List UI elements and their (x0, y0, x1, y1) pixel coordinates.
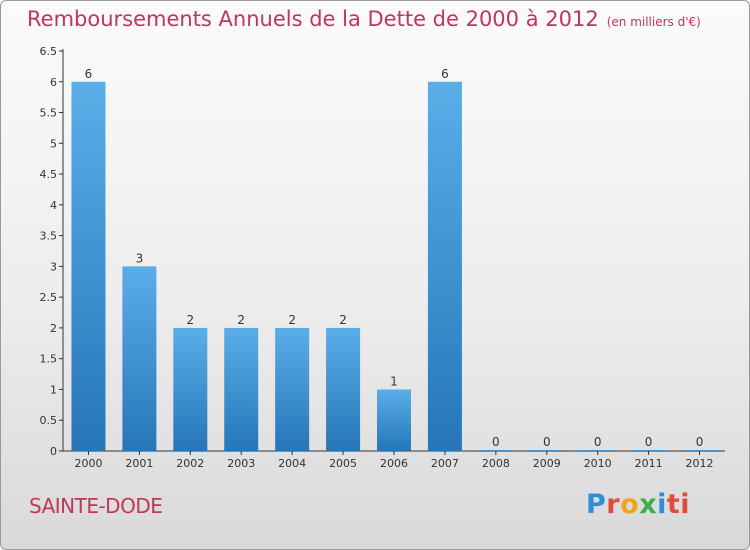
bar (122, 266, 157, 451)
x-axis: 2000 2001 2002 2003 2004 2005 2006 2007 2008 2009… (63, 450, 725, 470)
logo-letter: r (606, 489, 621, 520)
y-tick-label: 5 (50, 137, 57, 150)
y-axis: 0 0.5 1 1.5 2 2.5 3 3.5 4 4.5 5 5.5 6 6.5 (40, 45, 64, 458)
x-tick-label: 2008 (482, 457, 510, 470)
data-label: 2 (237, 313, 245, 327)
y-tick-label: 3.5 (40, 230, 58, 243)
y-tick-label: 6 (50, 76, 57, 89)
data-label: 6 (441, 67, 449, 81)
y-tick-label: 4 (50, 199, 57, 212)
data-label: 3 (136, 251, 144, 265)
x-tick-label: 2000 (74, 457, 102, 470)
x-tick-label: 2003 (227, 457, 255, 470)
bar (580, 450, 615, 451)
x-tick-label: 2001 (125, 457, 153, 470)
bar (173, 327, 208, 451)
data-label: 2 (288, 313, 296, 327)
data-label: 0 (696, 435, 704, 449)
x-tick-label: 2006 (380, 457, 408, 470)
y-tick-label: 6.5 (40, 45, 58, 58)
x-tick-label: 2005 (329, 457, 357, 470)
bars (71, 81, 717, 452)
commune-name: SAINTE-DODE (29, 494, 163, 518)
x-tick-label: 2007 (431, 457, 459, 470)
bar (631, 450, 666, 451)
data-label: 0 (492, 435, 500, 449)
data-labels: 6 3 2 2 2 2 1 6 0 0 0 0 0 (85, 67, 704, 449)
y-tick-label: 4.5 (40, 168, 58, 181)
data-label: 0 (543, 435, 551, 449)
logo-letter: ti (666, 489, 691, 520)
bar (224, 327, 259, 451)
x-tick-label: 2012 (686, 457, 714, 470)
y-tick-label: 1.5 (40, 353, 58, 366)
logo-letter: i (657, 489, 667, 520)
y-tick-label: 1 (50, 383, 57, 396)
y-tick-label: 2 (50, 322, 57, 335)
data-label: 1 (390, 374, 398, 388)
title-text: Remboursements Annuels de la Dette de 20… (27, 7, 599, 31)
x-tick-label: 2004 (278, 457, 306, 470)
data-label: 2 (339, 313, 347, 327)
y-tick-label: 0 (50, 445, 57, 458)
logo-letter: P (586, 489, 607, 520)
data-label: 2 (186, 313, 194, 327)
x-tick-label: 2010 (584, 457, 612, 470)
logo-letter: x (639, 489, 658, 520)
bar (71, 81, 106, 452)
bar (326, 327, 361, 451)
bar (427, 81, 462, 452)
x-tick-label: 2011 (635, 457, 663, 470)
y-tick-label: 3 (50, 260, 57, 273)
proxiti-logo[interactable]: Proxiti (586, 489, 690, 520)
data-label: 6 (85, 67, 93, 81)
logo-letter: o (620, 489, 640, 520)
bar (275, 327, 310, 451)
y-tick-label: 2.5 (40, 291, 58, 304)
data-label: 0 (594, 435, 602, 449)
y-tick-label: 5.5 (40, 107, 58, 120)
chart-title: Remboursements Annuels de la Dette de 20… (27, 7, 701, 31)
bar (682, 450, 717, 451)
x-tick-label: 2002 (176, 457, 204, 470)
title-unit: (en milliers d'€) (606, 15, 701, 29)
bar (377, 389, 411, 451)
bar (478, 450, 513, 451)
x-tick-label: 2009 (533, 457, 561, 470)
data-label: 0 (645, 435, 653, 449)
y-tick-label: 0.5 (40, 414, 58, 427)
bar (529, 450, 564, 451)
